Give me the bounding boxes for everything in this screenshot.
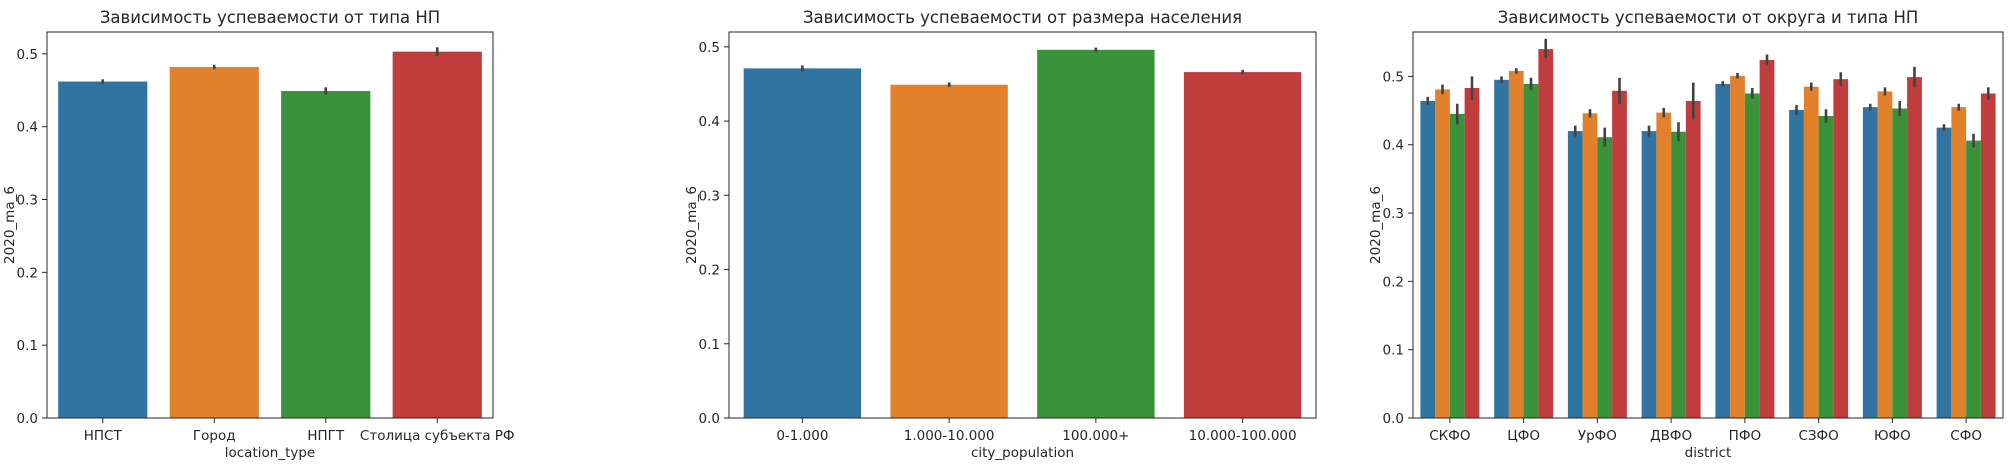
bar: [1759, 60, 1775, 418]
bar: [1951, 107, 1967, 418]
plot-area: СКФО ЦФО УрФО ДВФО ПФО СЗФО ЮФО СФО 0.0 0.1 0.2 0.3…: [1383, 31, 2004, 444]
x-tick-label: СФО: [1950, 428, 1982, 444]
y-axis-label: 2020_ma_6: [2, 186, 18, 264]
bar: [1730, 75, 1745, 419]
chart-title: Зависимость успеваемости от округа и тип…: [1498, 8, 1919, 27]
y-tick-label: 0.5: [1383, 69, 1404, 85]
x-tick-label: УрФО: [1578, 428, 1617, 444]
y-tick-label: 0.5: [699, 40, 720, 56]
x-tick-label: ЦФО: [1507, 428, 1540, 444]
y-tick-label: 0.4: [699, 114, 720, 130]
x-tick-label: 0-1.000: [776, 428, 828, 444]
bar: [1862, 107, 1878, 418]
y-tick-label: 0.5: [17, 47, 38, 63]
bar: [1538, 49, 1554, 418]
chart-title: Зависимость успеваемости от типа НП: [100, 8, 440, 27]
x-tick-label: Город: [193, 428, 236, 444]
x-tick-label: 100.000+: [1062, 428, 1129, 444]
bar: [1435, 89, 1450, 419]
y-tick-label: 0.0: [699, 411, 720, 427]
axes-frame: [728, 31, 1317, 419]
x-tick-label: ПФО: [1729, 428, 1761, 444]
y-tick-label: 0.3: [1383, 206, 1404, 222]
bar: [1803, 86, 1819, 418]
x-tick-label: ДВФО: [1650, 428, 1692, 444]
y-tick-label: 0.1: [1383, 343, 1404, 359]
y-tick-label: 0.4: [1383, 138, 1404, 154]
bar: [743, 68, 862, 418]
x-axis-label: location_type: [225, 445, 315, 461]
bar: [1892, 108, 1908, 418]
bar: [1685, 101, 1701, 418]
plot-area: 0-1.000 1.000-10.000 100.000+ 10.000-100.00…: [699, 31, 1317, 444]
x-tick-label: СЗФО: [1798, 428, 1838, 444]
chart-title: Зависимость успеваемости от размера насе…: [803, 8, 1242, 27]
bar: [281, 90, 371, 418]
x-tick-label: НПСТ: [84, 428, 123, 444]
bar: [1907, 77, 1922, 418]
bar: [169, 66, 259, 418]
bar: [1523, 83, 1539, 419]
bar: [1597, 137, 1613, 418]
bar: [1789, 109, 1804, 419]
y-tick-label: 0.2: [699, 263, 720, 279]
bar: [1183, 72, 1302, 418]
bar: [1715, 83, 1731, 419]
bar: [1612, 90, 1627, 419]
bar: [890, 84, 1008, 418]
bar: [1936, 127, 1952, 418]
axes-frame: [1412, 31, 2004, 419]
y-tick-label: 0.2: [1383, 274, 1404, 290]
bar: [1494, 79, 1509, 419]
x-tick-label: НПГТ: [307, 428, 345, 444]
y-axis-label: 2020_ma_6: [684, 186, 700, 264]
y-tick-label: 0.4: [17, 120, 38, 136]
chart-panel-district: Зависимость успеваемости от округа и тип…: [1368, 8, 2004, 461]
bar: [1567, 131, 1583, 418]
x-axis-label: district: [1685, 445, 1732, 461]
chart-panel-city-population: Зависимость успеваемости от размера насе…: [684, 8, 1317, 461]
x-tick-label: СКФО: [1429, 428, 1470, 444]
bar: [1464, 88, 1480, 418]
y-tick-label: 0.3: [699, 188, 720, 204]
bar: [1833, 79, 1849, 418]
y-tick-label: 0.3: [17, 193, 38, 209]
bar: [1641, 131, 1657, 418]
bar: [1671, 131, 1686, 419]
x-tick-label: Столица субъекта РФ: [360, 428, 515, 444]
y-axis-label: 2020_ma_6: [1368, 186, 1384, 264]
bar: [58, 81, 148, 418]
bar: [1966, 140, 1981, 419]
x-tick-label: 10.000-100.000: [1189, 428, 1297, 444]
bar: [392, 51, 482, 418]
y-tick-label: 0.1: [17, 338, 38, 354]
x-tick-label: 1.000-10.000: [904, 428, 995, 444]
bar: [1508, 70, 1524, 418]
bar: [1582, 113, 1598, 418]
plot-area: НПСТ Город НПГТ Столица субъекта РФ 0.0 0.1 0.…: [17, 31, 515, 444]
bar: [1877, 91, 1893, 418]
y-tick-label: 0.0: [17, 411, 38, 427]
bar: [1037, 49, 1155, 419]
bar: [1420, 101, 1436, 418]
x-tick-label: ЮФО: [1874, 428, 1911, 444]
bar: [1449, 113, 1465, 418]
axes-frame: [46, 31, 494, 419]
y-tick-label: 0.1: [699, 337, 720, 353]
y-tick-label: 0.0: [1383, 411, 1404, 427]
bar: [1744, 93, 1760, 418]
bar: [1980, 93, 1996, 418]
chart-panel-location-type: Зависимость успеваемости от типа НП loca…: [2, 8, 515, 461]
bar: [1656, 112, 1672, 418]
y-tick-label: 0.2: [17, 265, 38, 281]
x-axis-label: city_population: [971, 445, 1074, 461]
bar: [1818, 116, 1834, 418]
